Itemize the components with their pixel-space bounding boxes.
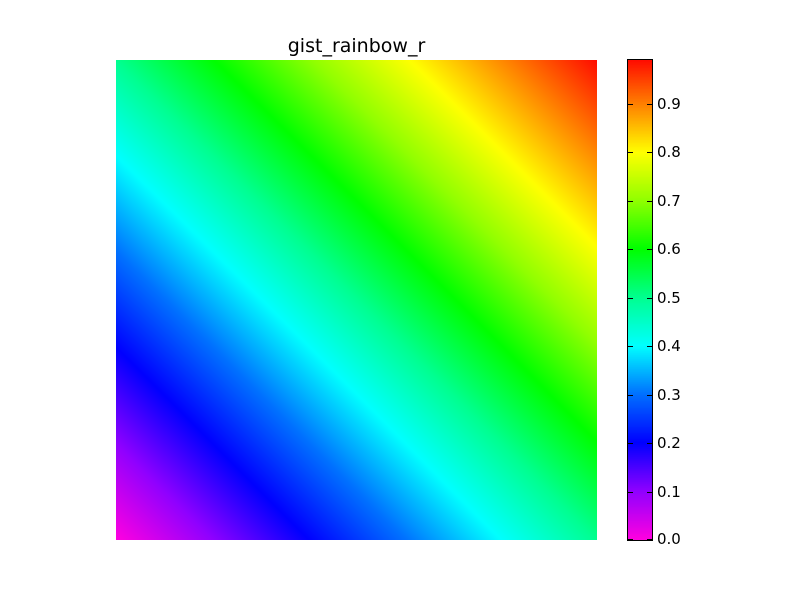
colorbar-tick-label: 0.8	[657, 143, 681, 161]
colorbar-tick-label: 0.9	[657, 95, 681, 113]
colorbar-tick-label: 0.2	[657, 434, 681, 452]
colorbar-tick-label: 0.0	[657, 530, 681, 548]
colorbar-tick-label: 0.7	[657, 192, 681, 210]
colorbar-tick-label: 0.6	[657, 240, 681, 258]
colorbar-tick-label: 0.1	[657, 483, 681, 501]
chart-title: gist_rainbow_r	[287, 35, 426, 57]
heatmap-image	[116, 60, 597, 540]
colorbar-tick-label: 0.3	[657, 386, 681, 404]
colorbar-tick-label: 0.4	[657, 337, 681, 355]
colorbar-tick-label: 0.5	[657, 289, 681, 307]
colorbar-gradient	[628, 60, 652, 540]
